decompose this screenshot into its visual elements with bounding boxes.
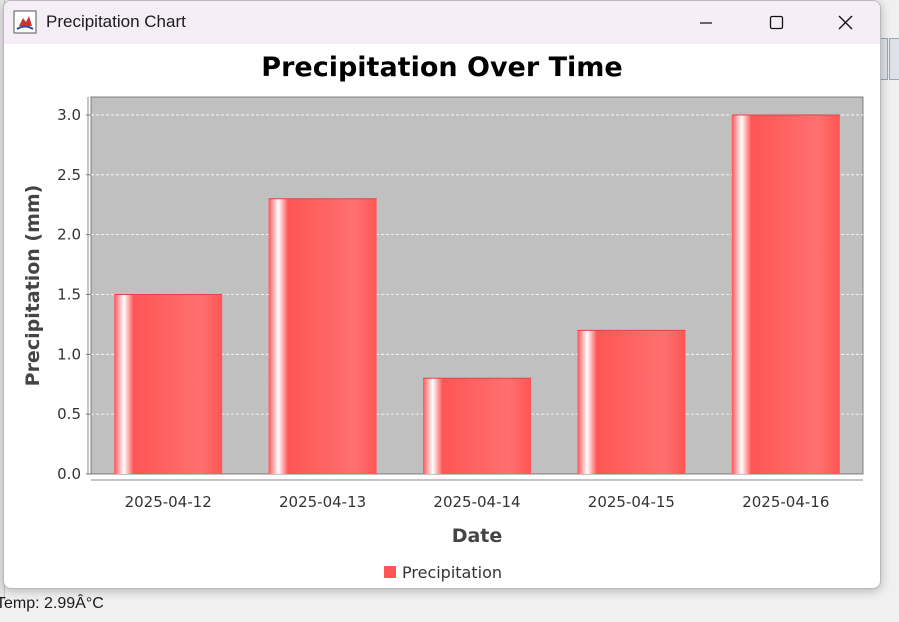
y-tick-label: 0.0 xyxy=(57,465,81,483)
java-app-icon xyxy=(13,10,37,34)
chart-window: Precipitation Chart Precipitation Over T… xyxy=(3,0,881,589)
bar xyxy=(423,378,531,474)
y-tick-label: 2.5 xyxy=(57,166,81,184)
x-tick-label: 2025-04-16 xyxy=(742,493,829,511)
x-tick-label: 2025-04-13 xyxy=(279,493,366,511)
close-button[interactable] xyxy=(810,1,880,44)
legend-label: Precipitation xyxy=(402,562,503,582)
y-tick-label: 2.0 xyxy=(57,226,81,244)
x-tick-label: 2025-04-14 xyxy=(433,493,520,511)
x-tick-label: 2025-04-15 xyxy=(588,493,675,511)
close-icon xyxy=(838,15,853,30)
maximize-button[interactable] xyxy=(741,1,811,44)
y-axis-label: Precipitation (mm) xyxy=(22,185,44,387)
y-tick-label: 0.5 xyxy=(57,405,81,423)
precipitation-chart: Precipitation Over Time 0.0 0.5 1.0 1.5 2.0 2.… xyxy=(22,52,864,547)
chart-legend: Precipitation xyxy=(384,562,502,582)
bar xyxy=(114,294,223,474)
title-bar[interactable]: Precipitation Chart xyxy=(4,1,880,44)
y-tick-label: 3.0 xyxy=(57,106,81,124)
chart-title: Precipitation Over Time xyxy=(261,52,622,83)
y-tick-label: 1.5 xyxy=(57,285,81,303)
window-title: Precipitation Chart xyxy=(46,12,186,31)
bar xyxy=(731,114,840,474)
maximize-icon xyxy=(769,15,784,30)
temperature-status: Temp: 2.99Â°C xyxy=(0,595,104,612)
bar xyxy=(268,198,377,474)
x-axis-label: Date xyxy=(452,525,503,547)
x-tick-label: 2025-04-12 xyxy=(125,493,212,511)
bar xyxy=(577,330,686,474)
background-button[interactable] xyxy=(889,38,899,80)
minimize-button[interactable] xyxy=(671,1,741,44)
y-tick-label: 1.0 xyxy=(57,345,81,363)
legend-swatch xyxy=(384,566,396,578)
